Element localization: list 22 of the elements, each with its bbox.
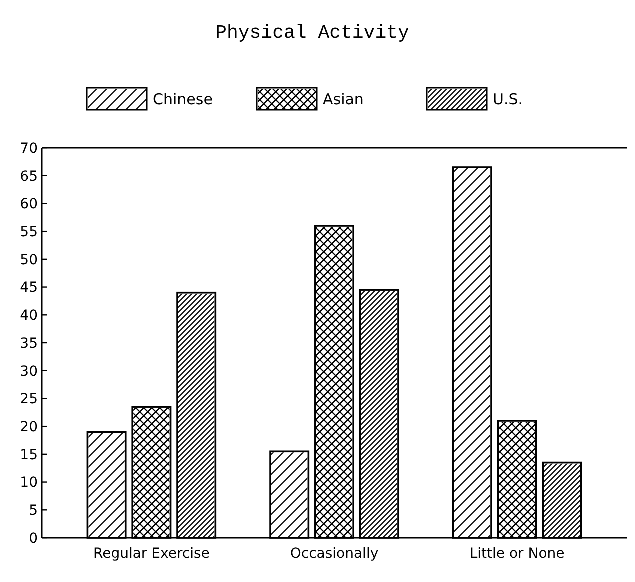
legend-label: Chinese xyxy=(153,90,213,108)
y-tick-label: 25 xyxy=(20,392,38,408)
y-tick-label: 5 xyxy=(29,503,38,520)
y-tick-label: 30 xyxy=(20,364,38,380)
legend-label: Asian xyxy=(323,90,364,108)
y-tick-label: 40 xyxy=(20,308,38,324)
x-tick-label: Regular Exercise xyxy=(93,546,210,562)
y-tick-label: 45 xyxy=(20,280,38,296)
chart-title: Physical Activity xyxy=(216,22,410,44)
y-tick-label: 15 xyxy=(20,447,38,464)
x-tick-label: Occasionally xyxy=(290,546,379,562)
y-tick-label: 50 xyxy=(20,252,38,268)
y-tick-label: 35 xyxy=(20,336,38,352)
x-tick-label: Little or None xyxy=(470,546,565,562)
y-tick-label: 55 xyxy=(20,224,38,240)
legend-label: U.S. xyxy=(493,90,524,108)
y-tick-label: 0 xyxy=(29,530,38,547)
y-tick-label: 60 xyxy=(20,196,38,213)
y-tick-label: 20 xyxy=(20,419,38,436)
y-tick-label: 10 xyxy=(20,475,38,492)
y-tick-label: 65 xyxy=(20,168,38,185)
y-tick-label: 70 xyxy=(20,140,38,157)
